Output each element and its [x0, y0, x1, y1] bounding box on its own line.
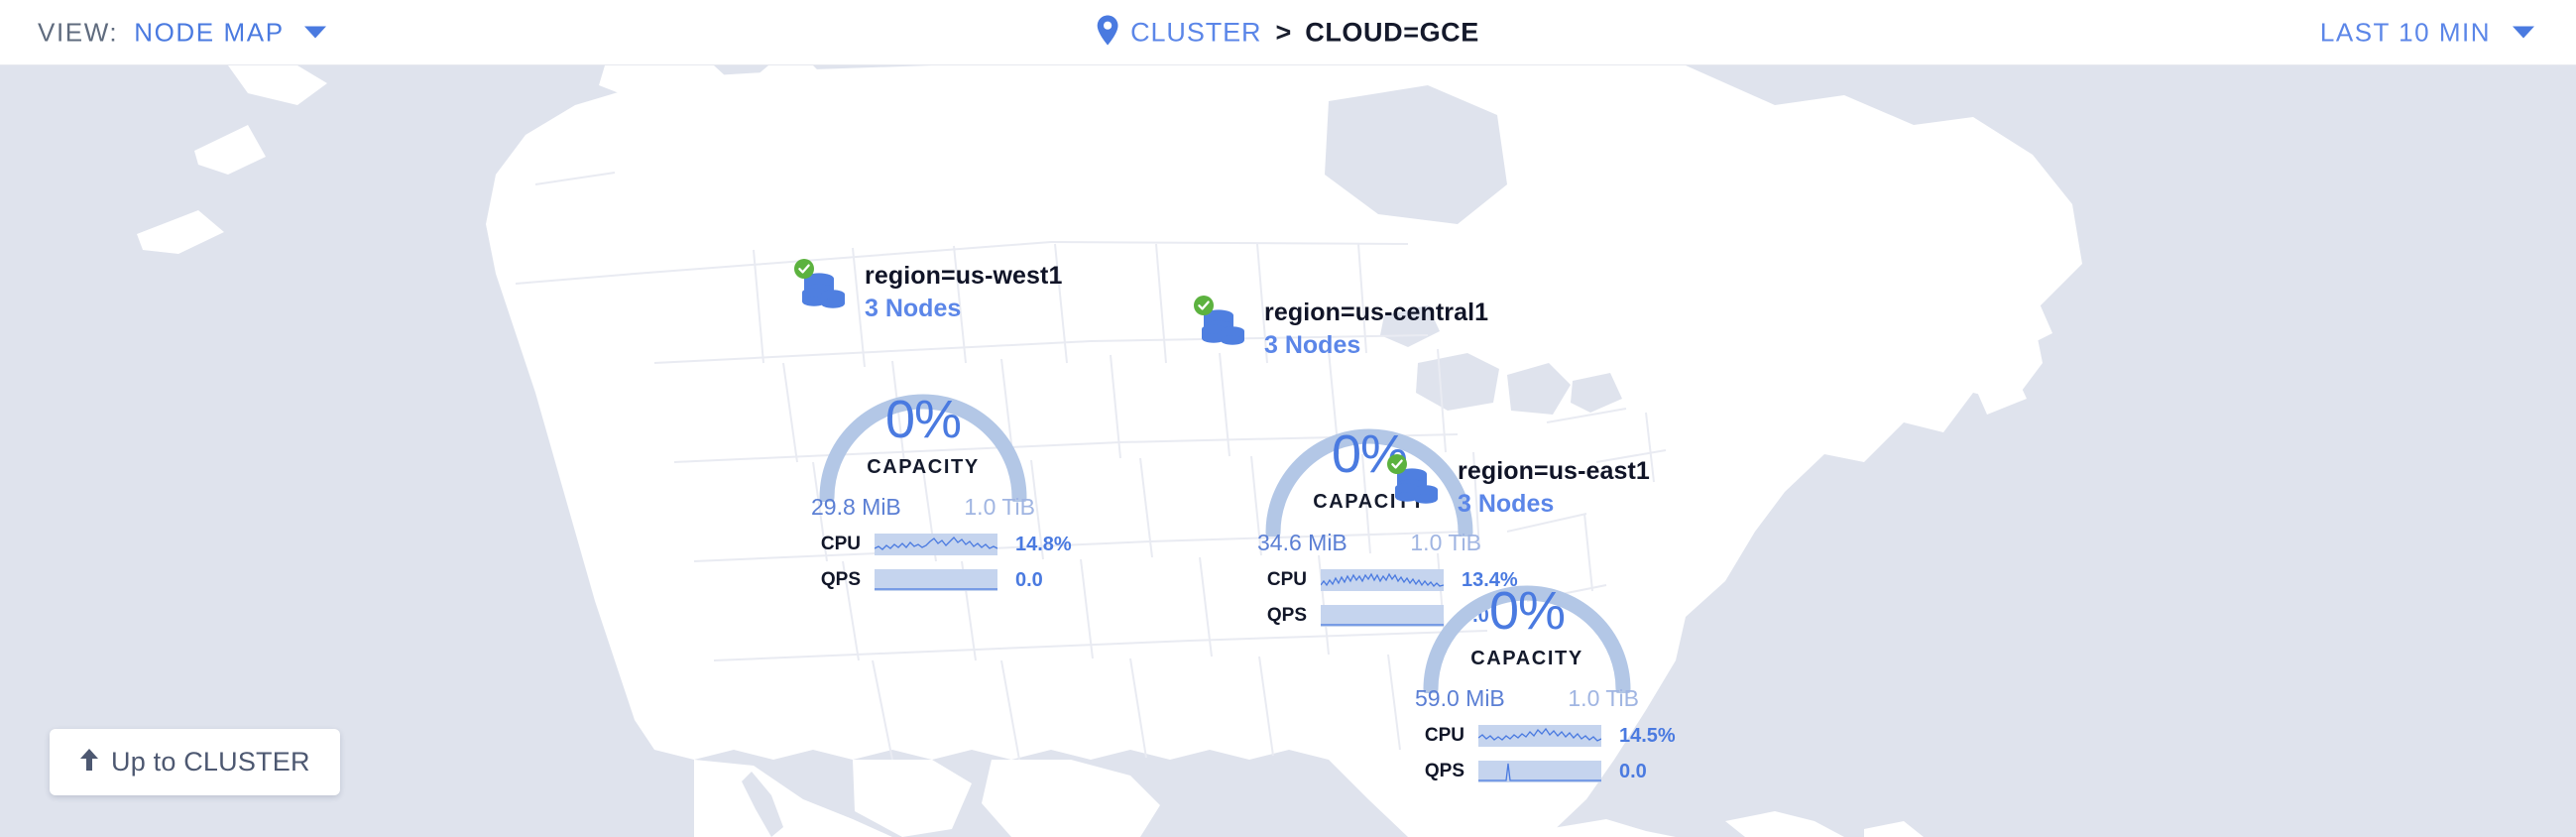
metrics-group: CPU 13.4% QPS 0.0 [1255, 567, 1518, 629]
capacity-total: 1.0 TiB [1568, 685, 1639, 711]
node-map-canvas[interactable]: region=us-west1 3 Nodes 0% CAPACITY 29.8… [0, 65, 2576, 837]
cpu-sparkline [1321, 569, 1444, 591]
region-header[interactable]: region=us-central1 3 Nodes [1193, 296, 1488, 362]
database-stack-icon [1386, 454, 1444, 510]
database-stack-icon [793, 259, 851, 314]
metric-value: 0.0 [1619, 760, 1647, 782]
metric-row-cpu: CPU 13.4% [1255, 567, 1518, 593]
metric-value: 0.0 [1015, 568, 1043, 591]
region-name: region=us-west1 [865, 262, 1063, 290]
metric-row-cpu: CPU 14.5% [1413, 723, 1676, 749]
capacity-total: 1.0 TiB [964, 494, 1035, 520]
breadcrumb-cluster-link[interactable]: CLUSTER [1130, 17, 1262, 47]
database-stack-icon [1193, 296, 1250, 351]
capacity-range: 34.6 MiB 1.0 TiB [1257, 530, 1481, 556]
cpu-sparkline [1478, 725, 1601, 747]
view-label: VIEW: [38, 17, 119, 47]
capacity-used: 29.8 MiB [811, 494, 901, 520]
region-node-count: 3 Nodes [1264, 330, 1361, 359]
qps-sparkline [875, 569, 997, 591]
metrics-group: CPU 14.5% QPS 0.0 [1413, 723, 1676, 784]
breadcrumb-current: CLOUD=GCE [1305, 17, 1479, 47]
up-to-cluster-button[interactable]: Up to CLUSTER [50, 729, 340, 795]
metric-row-qps: QPS 0.0 [809, 567, 1072, 593]
chevron-down-icon[interactable] [2513, 26, 2534, 39]
view-selector[interactable]: VIEW: NODE MAP [38, 17, 326, 48]
metric-label: CPU [1424, 725, 1464, 746]
metric-value: 14.8% [1015, 533, 1072, 555]
metric-row-cpu: CPU 14.8% [809, 532, 1072, 557]
capacity-used: 34.6 MiB [1257, 530, 1347, 555]
metric-label: QPS [1424, 761, 1464, 781]
capacity-percent: 0% [1488, 581, 1566, 641]
chevron-down-icon[interactable] [303, 26, 326, 39]
top-header-bar: VIEW: NODE MAP CLUSTER > CLOUD=GCE LAST … [0, 0, 2576, 65]
metrics-group: CPU 14.8% QPS 0.0 [809, 532, 1072, 593]
check-circle-icon [1194, 296, 1214, 315]
arrow-up-icon [79, 748, 99, 777]
capacity-gauge: 0% CAPACITY [1415, 544, 1639, 693]
metric-label: QPS [1266, 605, 1307, 626]
metric-row-qps: QPS 0.0 [1413, 759, 1676, 784]
region-label-group: region=us-west1 3 Nodes [865, 259, 1062, 325]
region-header[interactable]: region=us-west1 3 Nodes [793, 259, 1062, 325]
up-to-cluster-label: Up to CLUSTER [111, 747, 310, 777]
check-circle-icon [794, 259, 814, 279]
cpu-sparkline [875, 534, 997, 555]
capacity-caption: CAPACITY [1470, 648, 1583, 669]
metric-value: 14.5% [1619, 724, 1676, 747]
map-pin-icon [1097, 15, 1118, 50]
capacity-range: 59.0 MiB 1.0 TiB [1415, 685, 1639, 712]
capacity-range: 29.8 MiB 1.0 TiB [811, 494, 1035, 521]
time-range-selector[interactable]: LAST 10 MIN [2320, 17, 2534, 48]
qps-sparkline [1321, 605, 1444, 627]
capacity-percent: 0% [884, 390, 962, 449]
region-name: region=us-central1 [1264, 299, 1489, 326]
metric-label: CPU [1266, 569, 1307, 590]
time-range-value[interactable]: LAST 10 MIN [2319, 17, 2491, 47]
capacity-gauge: 0% CAPACITY [811, 353, 1035, 502]
qps-sparkline [1478, 761, 1601, 782]
breadcrumb: CLUSTER > CLOUD=GCE [1097, 15, 1479, 50]
region-label-group: region=us-central1 3 Nodes [1264, 296, 1488, 362]
check-circle-icon [1387, 454, 1407, 474]
metric-value: 13.4% [1462, 568, 1518, 591]
region-node-count: 3 Nodes [1458, 489, 1555, 518]
view-selected-value[interactable]: NODE MAP [134, 17, 285, 47]
region-name: region=us-east1 [1458, 457, 1650, 485]
breadcrumb-separator: > [1275, 17, 1292, 47]
capacity-used: 59.0 MiB [1415, 685, 1505, 711]
capacity-total: 1.0 TiB [1410, 530, 1481, 555]
region-header[interactable]: region=us-east1 3 Nodes [1386, 454, 1650, 521]
region-label-group: region=us-east1 3 Nodes [1458, 454, 1650, 521]
metric-label: QPS [820, 569, 861, 590]
metric-row-qps: QPS 0.0 [1255, 603, 1518, 629]
capacity-caption: CAPACITY [867, 456, 980, 478]
metric-label: CPU [820, 534, 861, 554]
region-node-count: 3 Nodes [865, 294, 962, 322]
